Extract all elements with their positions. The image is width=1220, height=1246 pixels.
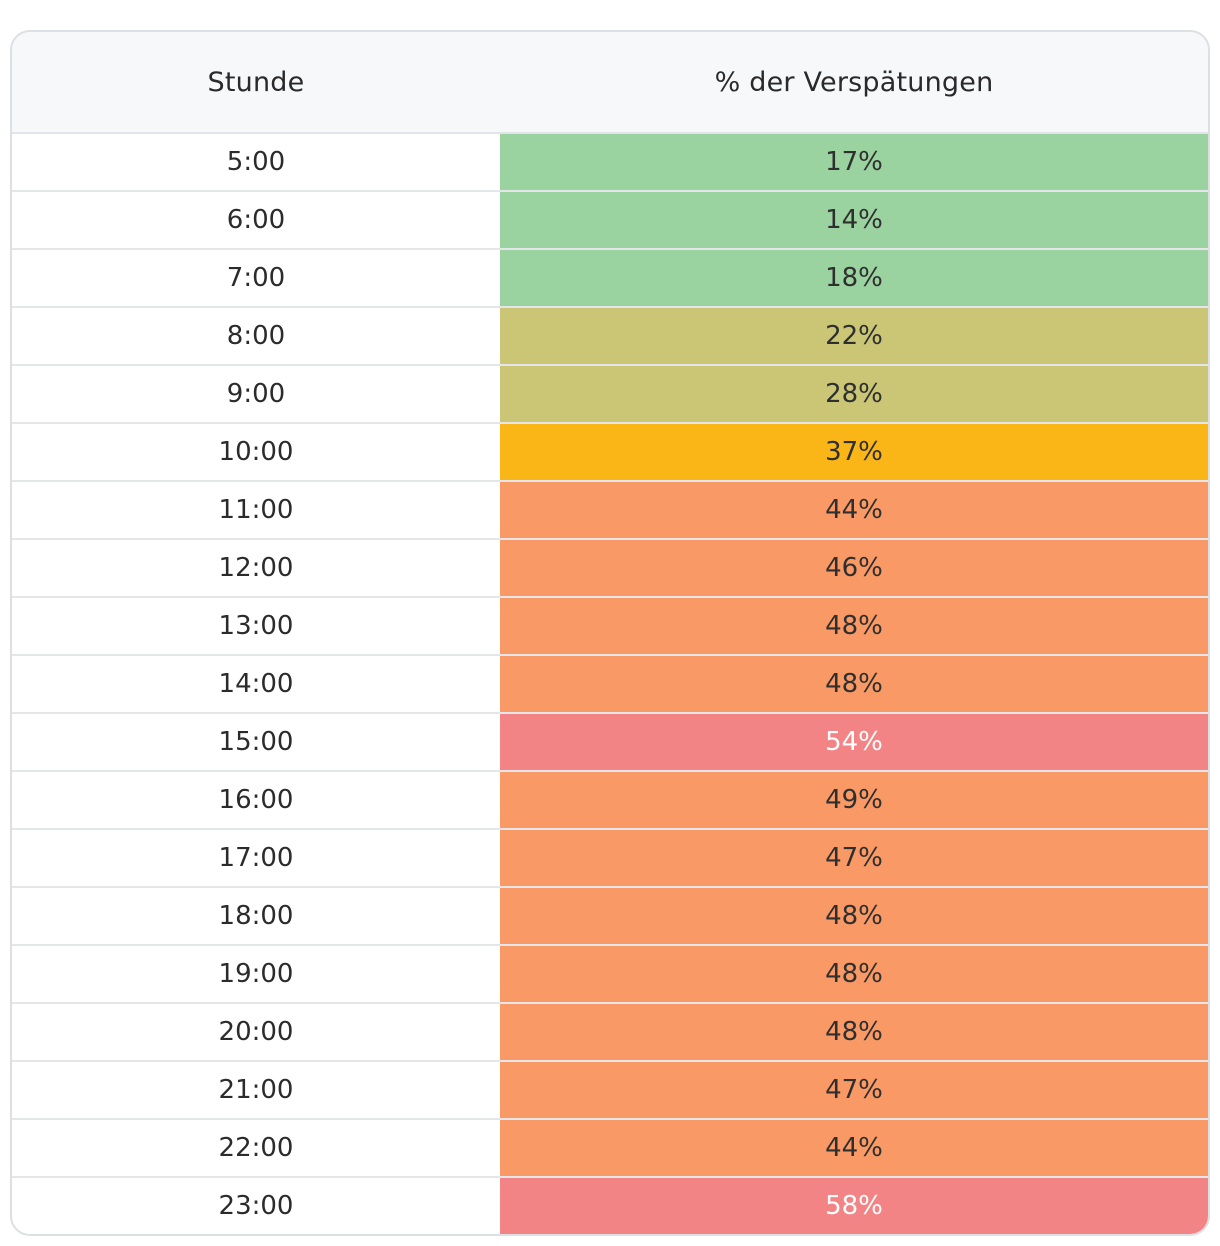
percent-cell: 17% <box>500 134 1208 190</box>
hour-cell: 17:00 <box>218 843 294 873</box>
percent-cell: 18% <box>500 250 1208 306</box>
percent-cell: 54% <box>500 714 1208 770</box>
table-row: 13:00 48% <box>12 598 1208 656</box>
percent-cell: 14% <box>500 192 1208 248</box>
hour-cell: 10:00 <box>218 437 294 467</box>
percent-cell: 47% <box>500 1062 1208 1118</box>
hour-cell: 15:00 <box>218 727 294 757</box>
percent-cell: 49% <box>500 772 1208 828</box>
hour-cell: 13:00 <box>218 611 294 641</box>
table-row: 19:00 48% <box>12 946 1208 1004</box>
table-header-row: Stunde % der Verspätungen <box>12 32 1208 134</box>
hour-cell: 16:00 <box>218 785 294 815</box>
hour-cell: 11:00 <box>218 495 294 525</box>
table-row: 14:00 48% <box>12 656 1208 714</box>
hour-cell: 20:00 <box>218 1017 294 1047</box>
percent-cell: 44% <box>500 482 1208 538</box>
table-row: 10:00 37% <box>12 424 1208 482</box>
hour-cell: 7:00 <box>226 263 286 293</box>
percent-cell: 44% <box>500 1120 1208 1176</box>
percent-cell: 47% <box>500 830 1208 886</box>
hour-cell: 19:00 <box>218 959 294 989</box>
hour-cell: 18:00 <box>218 901 294 931</box>
table-row: 12:00 46% <box>12 540 1208 598</box>
table-row: 5:00 17% <box>12 134 1208 192</box>
table-row: 21:00 47% <box>12 1062 1208 1120</box>
percent-cell: 22% <box>500 308 1208 364</box>
table-row: 15:00 54% <box>12 714 1208 772</box>
header-percent: % der Verspätungen <box>714 66 994 98</box>
hour-cell: 6:00 <box>226 205 286 235</box>
hour-cell: 9:00 <box>226 379 286 409</box>
table-row: 11:00 44% <box>12 482 1208 540</box>
table-row: 7:00 18% <box>12 250 1208 308</box>
table-row: 8:00 22% <box>12 308 1208 366</box>
percent-cell: 48% <box>500 946 1208 1002</box>
percent-cell: 28% <box>500 366 1208 422</box>
hour-cell: 22:00 <box>218 1133 294 1163</box>
hour-cell: 8:00 <box>226 321 286 351</box>
percent-cell: 48% <box>500 1004 1208 1060</box>
table-row: 16:00 49% <box>12 772 1208 830</box>
table-row: 18:00 48% <box>12 888 1208 946</box>
table-row: 23:00 58% <box>12 1178 1208 1234</box>
percent-cell: 48% <box>500 598 1208 654</box>
hour-cell: 5:00 <box>226 147 286 177</box>
percent-cell: 37% <box>500 424 1208 480</box>
hour-cell: 23:00 <box>218 1191 294 1221</box>
hour-cell: 12:00 <box>218 553 294 583</box>
percent-cell: 58% <box>500 1178 1208 1234</box>
percent-cell: 48% <box>500 656 1208 712</box>
table-row: 9:00 28% <box>12 366 1208 424</box>
table-row: 20:00 48% <box>12 1004 1208 1062</box>
header-hour: Stunde <box>207 66 305 98</box>
table-row: 22:00 44% <box>12 1120 1208 1178</box>
table-row: 17:00 47% <box>12 830 1208 888</box>
table-body: 5:00 17% 6:00 14% 7:00 18% 8:00 22% 9:00 28% 10:00… <box>12 134 1208 1234</box>
percent-cell: 46% <box>500 540 1208 596</box>
table-row: 6:00 14% <box>12 192 1208 250</box>
hour-cell: 14:00 <box>218 669 294 699</box>
delay-table: Stunde % der Verspätungen 5:00 17% 6:00 14%… <box>10 30 1210 1236</box>
percent-cell: 48% <box>500 888 1208 944</box>
hour-cell: 21:00 <box>218 1075 294 1105</box>
